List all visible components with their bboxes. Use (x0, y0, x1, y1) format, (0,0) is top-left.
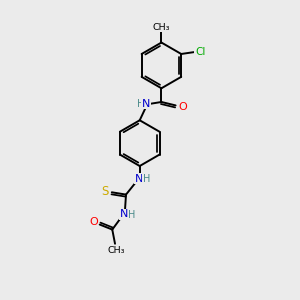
Text: S: S (101, 185, 109, 198)
Text: H: H (137, 99, 144, 109)
Text: H: H (128, 210, 135, 220)
Text: O: O (89, 217, 98, 227)
Text: CH₃: CH₃ (153, 23, 170, 32)
Text: H: H (143, 174, 150, 184)
Text: CH₃: CH₃ (107, 246, 125, 255)
Text: Cl: Cl (195, 47, 206, 57)
Text: O: O (178, 102, 187, 112)
Text: N: N (142, 99, 150, 109)
Text: N: N (119, 209, 128, 219)
Text: N: N (134, 174, 143, 184)
